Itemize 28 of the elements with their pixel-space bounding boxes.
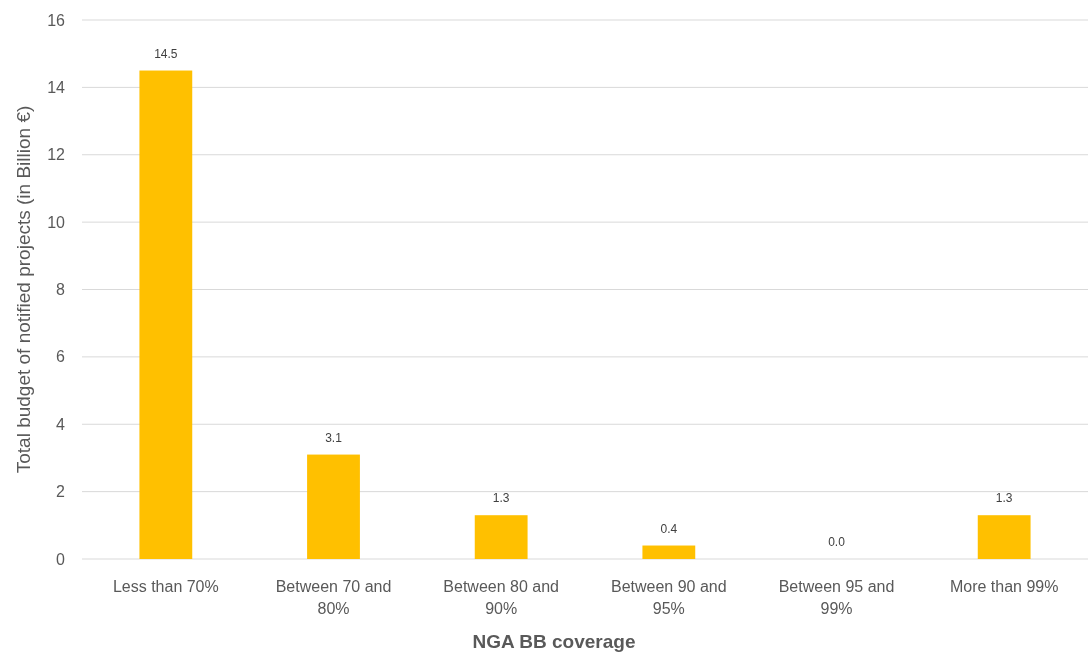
y-tick-label: 4	[56, 415, 66, 433]
x-axis-title: NGA BB coverage	[472, 631, 636, 652]
y-tick-label: 8	[56, 281, 66, 299]
x-tick-label: Between 70 and 80%	[275, 578, 392, 617]
y-tick-label: 6	[56, 348, 66, 366]
bar	[642, 545, 696, 559]
bar	[977, 515, 1031, 559]
x-tick-label: More than 99%	[949, 578, 1059, 595]
bar	[139, 70, 193, 559]
y-tick-label: 16	[47, 11, 66, 29]
x-tick-label: Between 80 and 90%	[443, 578, 559, 617]
data-label: 0.0	[828, 535, 846, 549]
y-tick-label: 2	[56, 483, 66, 501]
data-label: 0.4	[660, 521, 678, 536]
bar	[474, 515, 528, 559]
data-label: 1.3	[492, 491, 510, 506]
y-tick-label: 0	[56, 550, 66, 568]
x-tick-label: Less than 70%	[112, 578, 219, 595]
bar	[307, 454, 360, 559]
data-label: 1.3	[995, 491, 1013, 506]
x-tick-label: Between 95 and 99%	[778, 578, 895, 617]
data-label: 14.5	[154, 46, 178, 61]
y-axis-title: Total budget of notified projects (in Billion €)	[13, 105, 34, 474]
x-tick-label: Between 90 and 95%	[611, 578, 727, 617]
data-label: 3.1	[325, 430, 343, 445]
y-tick-label: 10	[47, 213, 66, 231]
y-tick-label: 14	[47, 78, 66, 96]
y-tick-label: 12	[47, 146, 66, 164]
